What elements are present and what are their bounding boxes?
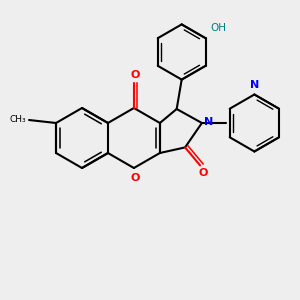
- Text: N: N: [204, 117, 213, 127]
- Text: O: O: [198, 168, 208, 178]
- Text: CH₃: CH₃: [9, 116, 26, 124]
- Text: O: O: [130, 173, 140, 183]
- Text: N: N: [250, 80, 259, 89]
- Text: OH: OH: [211, 23, 226, 33]
- Text: O: O: [130, 70, 140, 80]
